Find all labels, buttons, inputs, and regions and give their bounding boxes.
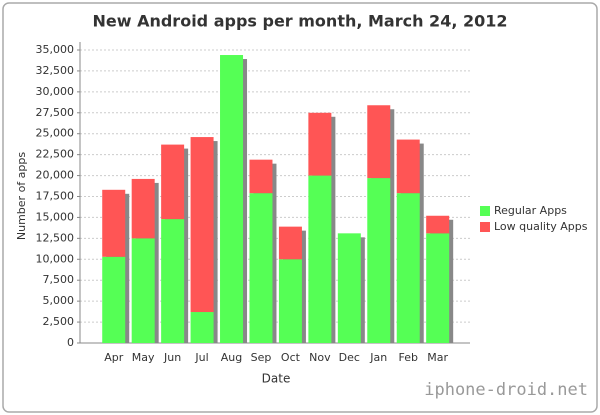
y-tick-label: 12,500 — [36, 231, 75, 244]
bar — [396, 193, 420, 343]
bar — [426, 215, 450, 234]
x-tick-label: Feb — [398, 351, 417, 364]
bar — [278, 226, 302, 260]
bar — [367, 105, 391, 179]
y-tick-label: 10,000 — [36, 252, 75, 265]
y-tick-label: 25,000 — [36, 127, 75, 140]
bar — [102, 189, 126, 257]
bar — [190, 312, 214, 343]
y-tick-label: 20,000 — [36, 169, 75, 182]
bar — [308, 112, 332, 176]
bar — [220, 55, 244, 343]
legend-label: Regular Apps — [494, 204, 567, 217]
y-tick-label: 0 — [67, 336, 74, 349]
y-tick-label: 7,500 — [43, 273, 75, 286]
bar — [190, 137, 214, 313]
y-tick-label: 17,500 — [36, 190, 75, 203]
x-tick-label: Aug — [221, 351, 242, 364]
bar — [131, 178, 155, 239]
bar — [249, 193, 273, 343]
x-tick-label: Jun — [163, 351, 181, 364]
x-tick-label: Jan — [369, 351, 387, 364]
bar — [396, 139, 420, 194]
bar — [337, 233, 361, 343]
x-tick-label: May — [132, 351, 155, 364]
y-tick-label: 2,500 — [43, 315, 75, 328]
legend-swatch — [480, 222, 490, 232]
x-tick-label: Dec — [339, 351, 360, 364]
legend-label: Low quality Apps — [494, 220, 588, 233]
x-tick-label: Nov — [309, 351, 331, 364]
y-tick-label: 22,500 — [36, 148, 75, 161]
x-tick-label: Mar — [427, 351, 448, 364]
x-tick-label: Sep — [251, 351, 272, 364]
x-tick-label: Oct — [281, 351, 301, 364]
bar — [367, 178, 391, 343]
x-tick-label: Apr — [104, 351, 124, 364]
y-tick-label: 32,500 — [36, 64, 75, 77]
bar — [249, 159, 273, 194]
bar — [131, 238, 155, 343]
y-axis-label: Number of apps — [15, 152, 28, 240]
y-tick-label: 5,000 — [43, 294, 75, 307]
bar — [102, 256, 126, 343]
bar — [278, 259, 302, 343]
bar — [308, 175, 332, 343]
y-tick-label: 30,000 — [36, 85, 75, 98]
x-axis-label: Date — [262, 372, 291, 386]
x-tick-label: Jul — [194, 351, 208, 364]
bar — [161, 219, 185, 343]
bar — [426, 233, 450, 343]
watermark: iphone-droid.net — [424, 380, 588, 400]
y-tick-label: 27,500 — [36, 106, 75, 119]
y-tick-label: 15,000 — [36, 210, 75, 223]
bar — [161, 144, 185, 220]
y-tick-label: 35,000 — [36, 43, 75, 56]
chart-title: New Android apps per month, March 24, 20… — [92, 12, 507, 31]
legend-swatch — [480, 206, 490, 216]
